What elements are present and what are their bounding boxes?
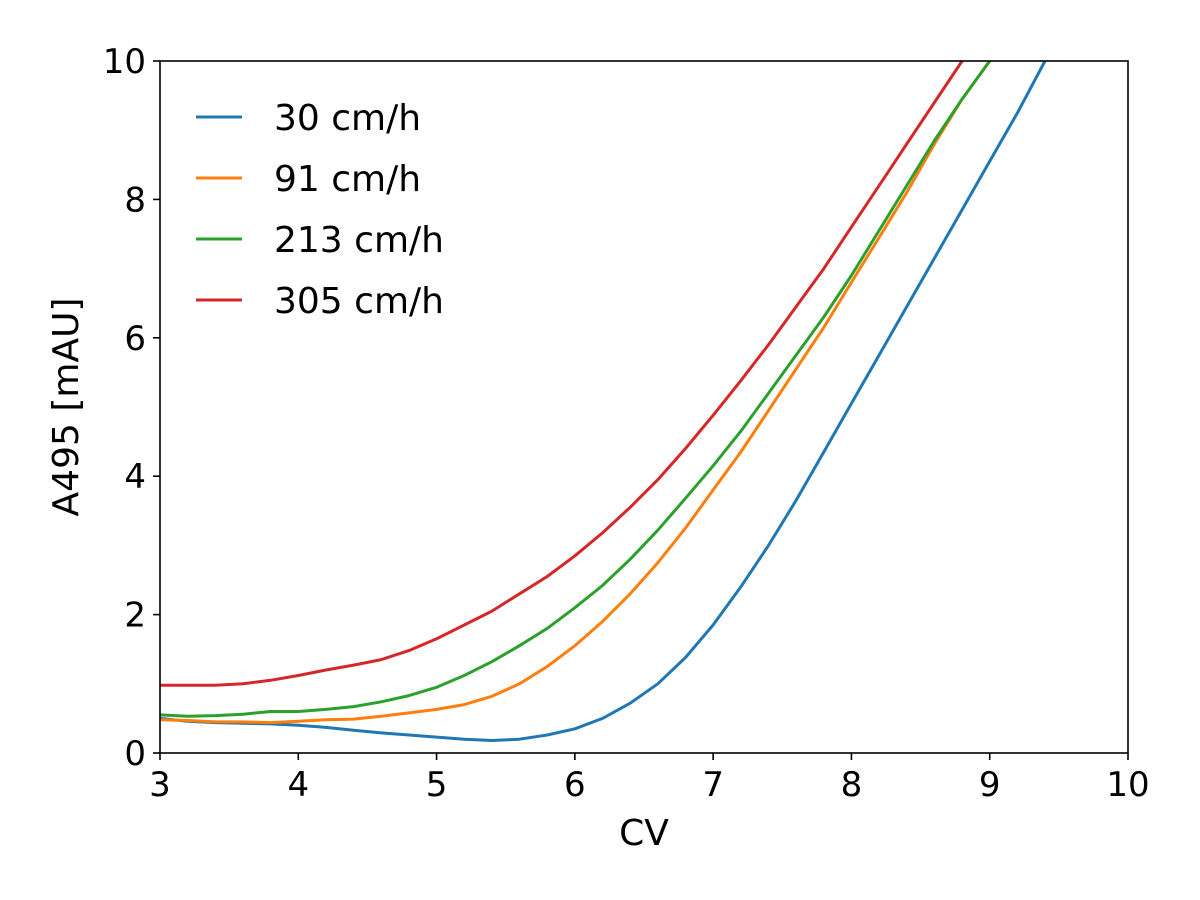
legend: 30 cm/h 91 cm/h 213 cm/h 305 cm/h (196, 98, 444, 322)
x-axis-label: CV (619, 813, 669, 854)
x-tick-label: 6 (564, 765, 586, 805)
y-tick-label: 8 (124, 180, 146, 220)
y-tick-label: 4 (124, 457, 146, 497)
series-line-3 (160, 61, 964, 687)
legend-label: 91 cm/h (274, 159, 421, 200)
series-layer (160, 61, 1047, 742)
y-axis-label: A495 [mAU] (46, 298, 87, 517)
series-line-2 (160, 61, 992, 718)
x-tick-label: 4 (287, 765, 309, 805)
x-tick-label: 8 (841, 765, 863, 805)
x-tick-label: 7 (702, 765, 724, 805)
legend-label: 305 cm/h (274, 281, 444, 322)
series-line-1 (160, 61, 992, 725)
ticks-layer: 3 4 5 6 7 8 9 10 0 2 4 6 8 10 (103, 42, 1150, 805)
plot-frame (159, 60, 1129, 754)
x-tick-label: 3 (149, 765, 171, 805)
legend-label: 213 cm/h (274, 220, 444, 261)
x-tick-label: 9 (979, 765, 1001, 805)
series-line-0 (160, 61, 1047, 742)
legend-label: 30 cm/h (274, 98, 421, 139)
y-tick-label: 10 (103, 42, 146, 82)
x-tick-label: 5 (426, 765, 448, 805)
y-tick-label: 6 (124, 319, 146, 359)
y-tick-label: 2 (124, 596, 146, 636)
x-tick-label: 10 (1106, 765, 1149, 805)
y-tick-label: 0 (124, 734, 146, 774)
